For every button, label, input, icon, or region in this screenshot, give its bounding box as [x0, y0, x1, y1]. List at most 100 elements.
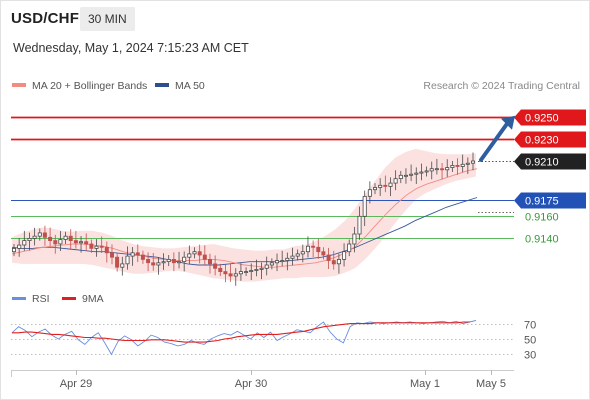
candle-body [99, 245, 104, 248]
candle [347, 239, 352, 257]
candle [295, 249, 300, 261]
legend-item-9ma: 9MA [62, 293, 104, 305]
candle [440, 162, 445, 180]
candle-body [27, 237, 32, 241]
legend-item-ma50: MA 50 [155, 80, 205, 92]
candle [259, 262, 264, 280]
x-tick-label: Apr 29 [60, 378, 92, 390]
candle [68, 229, 73, 250]
candle [120, 256, 125, 276]
candle-body [228, 273, 233, 277]
candle [48, 227, 53, 247]
candle-body [48, 236, 53, 242]
candle-body [17, 244, 22, 249]
candle [388, 177, 393, 197]
candle [11, 243, 16, 257]
candle-body [419, 171, 424, 174]
candle [362, 190, 367, 227]
candle [290, 247, 295, 266]
candle [321, 247, 326, 260]
candle [130, 247, 135, 266]
candle-body [434, 168, 439, 171]
9ma-swatch-icon [62, 296, 76, 300]
candle [254, 259, 259, 277]
rsi-series-9ma [12, 321, 470, 343]
candle [429, 161, 434, 180]
level-tag-shape [514, 131, 586, 148]
candle [187, 245, 192, 265]
candle [316, 238, 321, 259]
candle [352, 226, 357, 253]
candle-body [465, 162, 470, 165]
candle-body [316, 246, 321, 253]
candle-body [362, 195, 367, 217]
level-tag-0.9210: 0.9210 [514, 153, 586, 170]
rsi-tick-label-30: 30 [524, 350, 536, 362]
candle-body [84, 241, 89, 245]
candle [58, 231, 63, 252]
credit-text: Research © 2024 Trading Central [423, 80, 580, 92]
ma50-swatch-icon [155, 83, 169, 88]
candle-body [151, 262, 156, 266]
candle [326, 247, 331, 269]
candle-body [398, 174, 403, 180]
candle [244, 267, 249, 277]
candle-body [22, 240, 27, 246]
legend-label-ma50: MA 50 [175, 80, 205, 92]
candle [53, 234, 58, 254]
candle [99, 236, 104, 254]
candle [285, 252, 290, 271]
legend-label-rsi: RSI [32, 293, 50, 305]
candle-body [285, 257, 290, 261]
candle-body [269, 262, 274, 266]
candle-body [295, 253, 300, 257]
candle-body [460, 163, 465, 167]
candle-body [274, 260, 279, 264]
candle-body [249, 270, 254, 273]
level-label-0.9140: 0.9140 [525, 234, 559, 246]
candle [146, 252, 151, 272]
candle-body [321, 251, 326, 256]
candle-body [238, 271, 243, 275]
candle-body [352, 233, 357, 245]
candle [135, 244, 140, 263]
candle [42, 225, 47, 246]
candle [27, 232, 32, 251]
chart-header: USD/CHF 30 MIN [0, 0, 590, 36]
candle-body [125, 255, 130, 265]
candle-body [110, 252, 115, 258]
candle [398, 170, 403, 184]
level-label-0.9250: 0.9250 [525, 113, 559, 125]
level-label-0.9230: 0.9230 [525, 135, 559, 147]
candle-body [68, 235, 73, 241]
candle [197, 244, 202, 264]
candle [228, 264, 233, 282]
legend-item-ma20: MA 20 + Bollinger Bands [12, 80, 147, 92]
candle [94, 239, 99, 257]
candle [264, 256, 269, 276]
timeframe-badge[interactable]: 30 MIN [80, 7, 135, 31]
candle [424, 166, 429, 177]
level-tag-0.9250: 0.9250 [514, 109, 586, 126]
candle [125, 246, 130, 270]
candle-body [300, 251, 305, 255]
candle [37, 228, 42, 241]
candle-body [79, 241, 84, 244]
level-label-0.9175: 0.9175 [525, 196, 559, 208]
candle-body [161, 261, 166, 264]
x-tick-label: Apr 30 [235, 378, 267, 390]
candle [280, 250, 285, 267]
candle [305, 236, 310, 258]
candle-body [37, 232, 42, 237]
candle-body [187, 253, 192, 258]
ma50-line [11, 197, 478, 266]
candle-body [197, 251, 202, 256]
candle [372, 183, 377, 195]
candle-body [130, 252, 135, 257]
candle-body [414, 172, 419, 175]
candle-body [424, 170, 429, 173]
candle [460, 154, 465, 173]
candle-body [347, 243, 352, 253]
candle-body [326, 254, 331, 261]
candle [223, 264, 228, 283]
